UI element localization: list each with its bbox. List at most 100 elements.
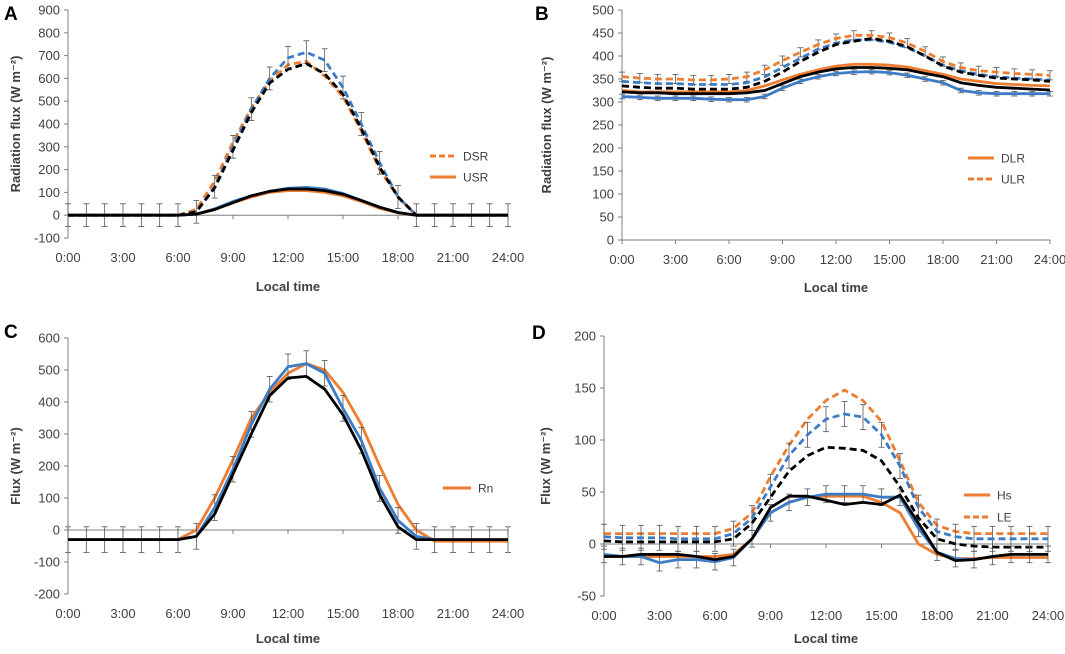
y-tick-label: 700 bbox=[38, 48, 60, 63]
series-line bbox=[603, 492, 1048, 565]
y-tick-label: -50 bbox=[577, 589, 596, 604]
series-line bbox=[604, 493, 1048, 562]
x-axis-title: Local time bbox=[256, 631, 320, 646]
x-tick-label: 3:00 bbox=[663, 252, 688, 267]
series-d-1 bbox=[601, 401, 1051, 552]
series-d-0 bbox=[604, 388, 1048, 535]
series-line bbox=[604, 388, 1048, 535]
y-tick-label: 0 bbox=[53, 523, 60, 538]
x-tick-label: 6:00 bbox=[702, 608, 727, 623]
y-tick-label: 800 bbox=[38, 25, 60, 40]
series-b-4 bbox=[619, 68, 1053, 103]
x-tick-label: 18:00 bbox=[921, 608, 954, 623]
y-tick-label: 50 bbox=[600, 210, 614, 225]
y-tick-label: 200 bbox=[592, 141, 614, 156]
y-tick-label: 250 bbox=[592, 118, 614, 133]
x-tick-label: 24:00 bbox=[1032, 608, 1065, 623]
y-tick-label: 0 bbox=[53, 208, 60, 223]
x-tick-label: 15:00 bbox=[327, 250, 360, 265]
chart-panel-a: A -100 0 100 200 300 400 500 600 700 800 900 0:00 3:0… bbox=[4, 3, 524, 295]
y-tick-label: 600 bbox=[38, 331, 60, 346]
series-line bbox=[68, 62, 508, 217]
y-tick-label: 900 bbox=[38, 3, 60, 18]
series-b-5 bbox=[621, 66, 1051, 96]
legend-label: Rn bbox=[478, 482, 493, 496]
y-tick-label: 100 bbox=[592, 187, 614, 202]
series-line bbox=[603, 445, 1048, 549]
series-line bbox=[68, 362, 508, 541]
x-tick-label: 18:00 bbox=[927, 252, 960, 267]
x-tick-label: 12:00 bbox=[272, 250, 305, 265]
legend-label: ULR bbox=[1001, 173, 1025, 187]
y-tick-label: 0 bbox=[589, 537, 596, 552]
series-line bbox=[68, 362, 508, 543]
chart-panel-c: C -200 -100 0 100 200 300 400 500 600 0:00 3:00 6:00… bbox=[4, 322, 524, 646]
y-tick-label: 500 bbox=[38, 363, 60, 378]
x-tick-label: 9:00 bbox=[758, 608, 783, 623]
y-tick-label: 400 bbox=[592, 49, 614, 64]
y-tick-label: 400 bbox=[38, 395, 60, 410]
chart-panel-b: B 0 50 100 150 200 250 300 350 400 450 500 0:00 3:00 6… bbox=[535, 3, 1065, 296]
series-line bbox=[621, 37, 1051, 91]
panel-label-b: B bbox=[535, 4, 549, 25]
legend-label: DSR bbox=[463, 150, 489, 164]
legend-a: DSR USR bbox=[430, 150, 489, 185]
x-tick-label: 12:00 bbox=[272, 606, 305, 621]
y-tick-label: 600 bbox=[38, 71, 60, 86]
series-line bbox=[68, 187, 508, 217]
y-tick-label: -200 bbox=[34, 587, 60, 602]
y-tick-label: 50 bbox=[582, 485, 596, 500]
series-line bbox=[68, 374, 508, 541]
x-tick-label: 18:00 bbox=[382, 606, 415, 621]
series-c-0 bbox=[68, 362, 508, 543]
series-line bbox=[621, 62, 1051, 94]
series-a-5 bbox=[68, 187, 508, 217]
x-axis-title: Local time bbox=[256, 279, 320, 294]
y-tick-label: 300 bbox=[592, 95, 614, 110]
series-a-2 bbox=[68, 62, 508, 217]
y-axis-title: Flux (W m⁻²) bbox=[8, 427, 23, 505]
y-tick-label: 300 bbox=[38, 427, 60, 442]
x-tick-label: 21:00 bbox=[437, 250, 470, 265]
y-tick-label: 500 bbox=[592, 3, 614, 18]
x-tick-label: 12:00 bbox=[810, 608, 843, 623]
series-line bbox=[604, 494, 1048, 560]
x-tick-label: 15:00 bbox=[327, 606, 360, 621]
series-line bbox=[603, 412, 1048, 541]
chart-panel-d: D -50 0 50 100 150 200 0:00 3:00 6:00 9:00 12:00 15:… bbox=[532, 323, 1064, 646]
legend-d: Hs LE bbox=[964, 489, 1012, 525]
y-tick-label: 150 bbox=[592, 164, 614, 179]
series-b-0 bbox=[619, 30, 1053, 85]
x-tick-label: 0:00 bbox=[609, 252, 634, 267]
series-b-2 bbox=[621, 37, 1051, 91]
series-a-0 bbox=[68, 59, 508, 217]
y-tick-label: 100 bbox=[574, 433, 596, 448]
y-tick-label: 450 bbox=[592, 26, 614, 41]
series-d-3 bbox=[604, 494, 1048, 560]
series-b-1 bbox=[621, 38, 1051, 86]
x-tick-label: 24:00 bbox=[492, 250, 525, 265]
x-axis-title: Local time bbox=[794, 631, 858, 646]
x-tick-label: 6:00 bbox=[165, 606, 190, 621]
series-line bbox=[68, 59, 508, 217]
legend-label: LE bbox=[997, 511, 1012, 525]
series-line bbox=[621, 66, 1051, 96]
y-tick-label: 150 bbox=[574, 381, 596, 396]
y-tick-label: -100 bbox=[34, 555, 60, 570]
x-tick-label: 21:00 bbox=[437, 606, 470, 621]
series-line bbox=[68, 189, 508, 217]
x-tick-label: 6:00 bbox=[165, 250, 190, 265]
x-tick-label: 24:00 bbox=[492, 606, 525, 621]
x-tick-label: 9:00 bbox=[770, 252, 795, 267]
series-d-2 bbox=[603, 445, 1048, 549]
series-line bbox=[621, 38, 1051, 86]
legend-label: DLR bbox=[1001, 152, 1025, 166]
x-axis-title: Local time bbox=[804, 280, 868, 295]
legend-label: Hs bbox=[997, 489, 1012, 503]
series-c-2 bbox=[68, 374, 508, 541]
y-tick-label: 200 bbox=[38, 162, 60, 177]
series-c-1 bbox=[65, 350, 511, 553]
panel-label-a: A bbox=[4, 4, 18, 25]
